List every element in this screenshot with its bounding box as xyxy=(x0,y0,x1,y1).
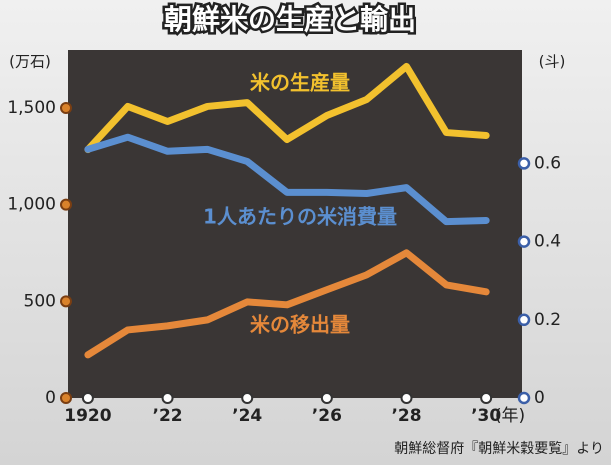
x-tick-label: ’22 xyxy=(152,406,182,426)
chart-title: 朝鮮米の生産と輸出 xyxy=(164,3,416,36)
y2-tick-mark xyxy=(517,313,531,327)
y-tick-label: 0 xyxy=(45,388,56,408)
y-axis-label: (万石) xyxy=(9,53,51,71)
y-tick-label: 500 xyxy=(24,291,56,311)
y-tick-mark xyxy=(60,392,72,404)
y2-axis-label: (斗) xyxy=(539,53,566,71)
y-tick-label: 1,000 xyxy=(7,195,56,215)
x-tick-label: ’28 xyxy=(391,406,421,426)
x-tick-label: ’26 xyxy=(312,406,342,426)
y-tick-label: 1,500 xyxy=(7,98,56,118)
series-line xyxy=(84,249,490,359)
series-line xyxy=(84,133,490,226)
y2-tick-label: 0.4 xyxy=(534,232,561,252)
y2-tick-label: 0 xyxy=(534,388,545,408)
x-tick-mark xyxy=(241,392,254,404)
y-tick-mark xyxy=(60,198,72,211)
y-tick-mark xyxy=(60,102,72,114)
y-tick-mark xyxy=(60,295,72,308)
y2-tick-mark xyxy=(517,157,531,170)
series-line xyxy=(84,62,490,154)
x-tick-label: 1920 xyxy=(64,406,111,426)
x-tick-label: ’30 xyxy=(471,406,501,426)
series-label: 1人あたりの米消費量 xyxy=(203,205,397,229)
x-tick-mark xyxy=(161,392,174,404)
source: 朝鮮総督府『朝鮮米穀要覧』より xyxy=(394,440,604,457)
x-tick-mark xyxy=(81,392,94,404)
y2-tick-mark xyxy=(517,391,531,405)
x-tick-mark xyxy=(400,392,413,404)
x-tick-mark xyxy=(320,392,333,404)
y2-tick-mark xyxy=(517,235,531,248)
series-label: 米の移出量 xyxy=(250,313,350,337)
series-label: 米の生産量 xyxy=(250,71,350,95)
x-tick-label: ’24 xyxy=(232,406,262,426)
x-tick-mark xyxy=(480,392,493,404)
y2-tick-label: 0.2 xyxy=(534,310,561,330)
y2-tick-label: 0.6 xyxy=(534,153,561,173)
x-axis-unit: (年) xyxy=(495,406,525,426)
